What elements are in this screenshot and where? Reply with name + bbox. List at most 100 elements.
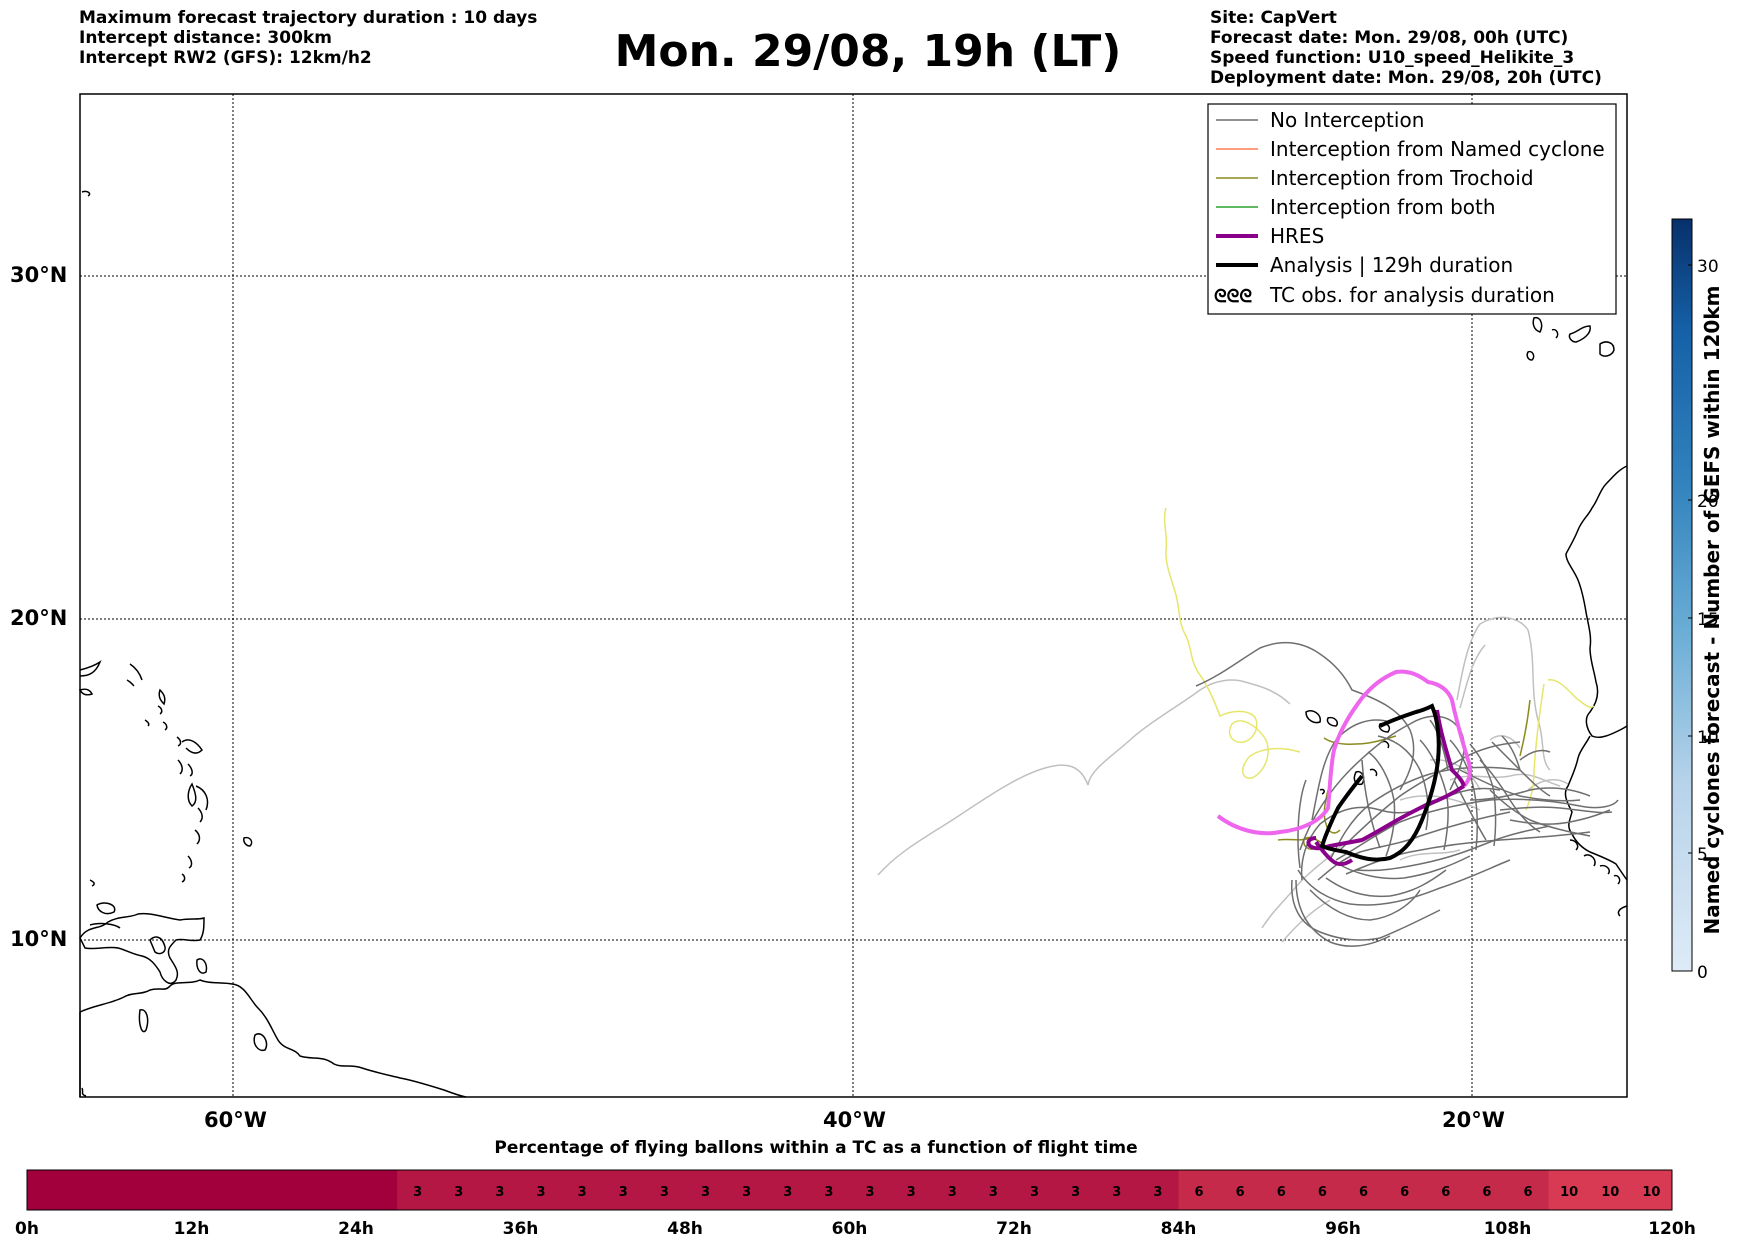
- header-left-line: Intercept RW2 (GFS): 12km/h2: [79, 48, 372, 68]
- time-tick-label: 48h: [667, 1219, 703, 1239]
- map-frame: [79, 93, 1628, 1098]
- percentage-cell-label: 3: [783, 1185, 792, 1200]
- percentage-bar-title: Percentage of flying ballons within a TC…: [0, 1138, 1752, 1158]
- legend-label: No Interception: [1270, 108, 1424, 132]
- percentage-cell-label: 10: [1601, 1185, 1619, 1200]
- percentage-cell-label: 3: [866, 1185, 875, 1200]
- percentage-cell-label: 6: [1277, 1185, 1286, 1200]
- colorbar-tick: 5: [1697, 845, 1708, 865]
- percentage-cell-label: 3: [578, 1185, 587, 1200]
- percentage-cell: [150, 1170, 192, 1210]
- legend-label: Interception from Trochoid: [1270, 166, 1534, 190]
- percentage-cell: [273, 1170, 316, 1210]
- time-tick-label: 108h: [1484, 1219, 1532, 1239]
- time-tick-label: 0h: [15, 1219, 39, 1239]
- percentage-cell-label: 6: [1441, 1185, 1450, 1200]
- percentage-cell: [1260, 1170, 1303, 1210]
- time-tick-label: 36h: [503, 1219, 539, 1239]
- coastline-africa: [1564, 465, 1628, 917]
- percentage-cell-label: 3: [1071, 1185, 1080, 1200]
- percentage-cell: [438, 1170, 480, 1210]
- percentage-cell: [561, 1170, 604, 1210]
- percentage-cell: [726, 1170, 768, 1210]
- header-right-line: Site: CapVert: [1210, 8, 1337, 28]
- percentage-cell: [1343, 1170, 1385, 1210]
- percentage-cell-label: 6: [1482, 1185, 1491, 1200]
- percentage-cell-label: 3: [1112, 1185, 1121, 1200]
- percentage-cell: [1055, 1170, 1097, 1210]
- percentage-cell: [685, 1170, 727, 1210]
- percentage-cell: [520, 1170, 563, 1210]
- legend-label: TC obs. for analysis duration: [1269, 283, 1555, 307]
- percentage-cell: [314, 1170, 357, 1210]
- time-tick-label: 96h: [1325, 1219, 1361, 1239]
- coastline-canary: [1526, 316, 1615, 361]
- percentage-cell-label: 6: [1195, 1185, 1204, 1200]
- percentage-cell-label: 3: [1030, 1185, 1039, 1200]
- percentage-cell-label: 10: [1642, 1185, 1660, 1200]
- colorbar-tick: 15: [1697, 610, 1719, 630]
- lon-tick-label: 20°W: [1442, 1108, 1505, 1132]
- time-tick-label: 12h: [174, 1219, 210, 1239]
- header-right-line: Speed function: U10_speed_Helikite_3: [1210, 48, 1575, 68]
- colorbar-tick: 20: [1697, 492, 1719, 512]
- percentage-cell: [643, 1170, 686, 1210]
- percentage-cell-label: 6: [1359, 1185, 1368, 1200]
- legend-label: Analysis | 129h duration: [1270, 253, 1513, 277]
- percentage-cell: [27, 1170, 69, 1210]
- trajectory-analysis: [1319, 703, 1441, 862]
- percentage-cell-label: 6: [1524, 1185, 1533, 1200]
- percentage-cell: [1219, 1170, 1262, 1210]
- percentage-cell-label: 3: [948, 1185, 957, 1200]
- colorbar-tick: 10: [1697, 728, 1719, 748]
- percentage-bar-title-text: Percentage of flying ballons within a TC…: [494, 1138, 1138, 1158]
- percentage-cell-label: 10: [1560, 1185, 1578, 1200]
- lon-tick-label: 60°W: [204, 1108, 267, 1132]
- percentage-cell: [232, 1170, 275, 1210]
- percentage-cell: [68, 1170, 110, 1210]
- time-tick-label: 72h: [996, 1219, 1032, 1239]
- percentage-cell: [972, 1170, 1015, 1210]
- page-title-text: Mon. 29/08, 19h (LT): [614, 26, 1122, 77]
- percentage-cell: [1630, 1170, 1673, 1210]
- header-left-line: Maximum forecast trajectory duration : 1…: [79, 8, 538, 28]
- header-right-line: Deployment date: Mon. 29/08, 20h (UTC): [1210, 68, 1602, 88]
- percentage-cell: [1384, 1170, 1426, 1210]
- lat-tick-label: 20°N: [10, 606, 68, 630]
- header-left: Maximum forecast trajectory duration : 1…: [79, 8, 537, 68]
- percentage-cell-label: 3: [907, 1185, 916, 1200]
- time-tick-label: 84h: [1161, 1219, 1197, 1239]
- percentage-cell-label: 3: [742, 1185, 751, 1200]
- legend-label: Interception from Named cyclone: [1270, 137, 1605, 161]
- page-title: Mon. 29/08, 19h (LT): [0, 26, 1752, 78]
- percentage-cell: [1301, 1170, 1344, 1210]
- percentage-cell: [356, 1170, 398, 1210]
- percentage-cell-label: 3: [454, 1185, 463, 1200]
- percentage-bar: 3 3 3 3 3 3 3 3 3 3 3 3 3 3 3 3 3 3 3 6 6 6 6 6 6 6 6 6 10 10 10 0h 12h 2…: [15, 1169, 1696, 1239]
- percentage-cell: [109, 1170, 151, 1210]
- percentage-cell-label: 3: [824, 1185, 833, 1200]
- percentage-cell-label: 3: [495, 1185, 504, 1200]
- percentage-cell-label: 3: [413, 1185, 422, 1200]
- percentage-cell: [1178, 1170, 1221, 1210]
- header-left-line: Intercept distance: 300km: [79, 28, 332, 48]
- percentage-cell-label: 3: [619, 1185, 628, 1200]
- legend-label: HRES: [1270, 224, 1324, 248]
- percentage-cell: [1096, 1170, 1138, 1210]
- percentage-cell: [1548, 1170, 1591, 1210]
- time-tick-label: 24h: [338, 1219, 374, 1239]
- percentage-cell-label: 3: [1153, 1185, 1162, 1200]
- percentage-cell: [479, 1170, 521, 1210]
- percentage-cell: [767, 1170, 809, 1210]
- map-legend: ᘓᘓᘓ No Interception Interception from Na…: [1207, 103, 1617, 315]
- coastline-capeverde: [1305, 710, 1391, 795]
- percentage-cell-label: 3: [537, 1185, 546, 1200]
- percentage-cell-label: 3: [660, 1185, 669, 1200]
- percentage-cell: [1507, 1170, 1550, 1210]
- lat-tick-label: 10°N: [10, 927, 68, 951]
- percentage-cell: [1137, 1170, 1179, 1210]
- colorbar-tick: 0: [1697, 963, 1708, 983]
- header-right: Site: CapVert Forecast date: Mon. 29/08,…: [1210, 8, 1602, 88]
- percentage-cell-label: 6: [1236, 1185, 1245, 1200]
